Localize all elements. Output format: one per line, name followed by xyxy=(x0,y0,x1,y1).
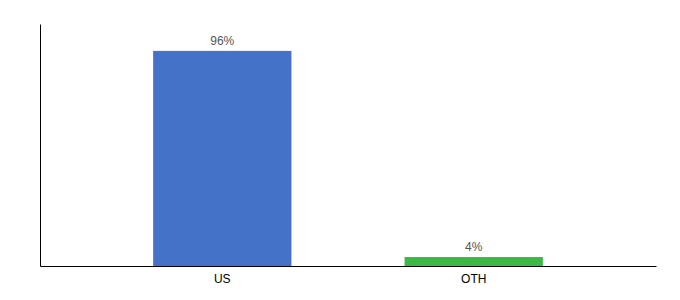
plot: US OTH 96% 4% xyxy=(41,25,657,286)
bars xyxy=(153,51,543,266)
data-label: 4% xyxy=(465,240,483,254)
bar xyxy=(153,51,291,266)
data-labels: 96% 4% xyxy=(210,34,482,254)
x-axis-line xyxy=(41,266,657,267)
bar xyxy=(405,257,543,266)
x-tick: OTH xyxy=(461,272,486,286)
x-tick-label: OTH xyxy=(461,272,486,286)
y-axis xyxy=(40,25,41,267)
x-axis: US OTH xyxy=(41,267,657,286)
y-axis-line xyxy=(40,25,41,267)
data-label: 96% xyxy=(210,34,234,48)
chart: US OTH 96% 4% xyxy=(0,0,680,300)
x-tick-label: US xyxy=(214,272,231,286)
x-tick: US xyxy=(214,272,231,286)
